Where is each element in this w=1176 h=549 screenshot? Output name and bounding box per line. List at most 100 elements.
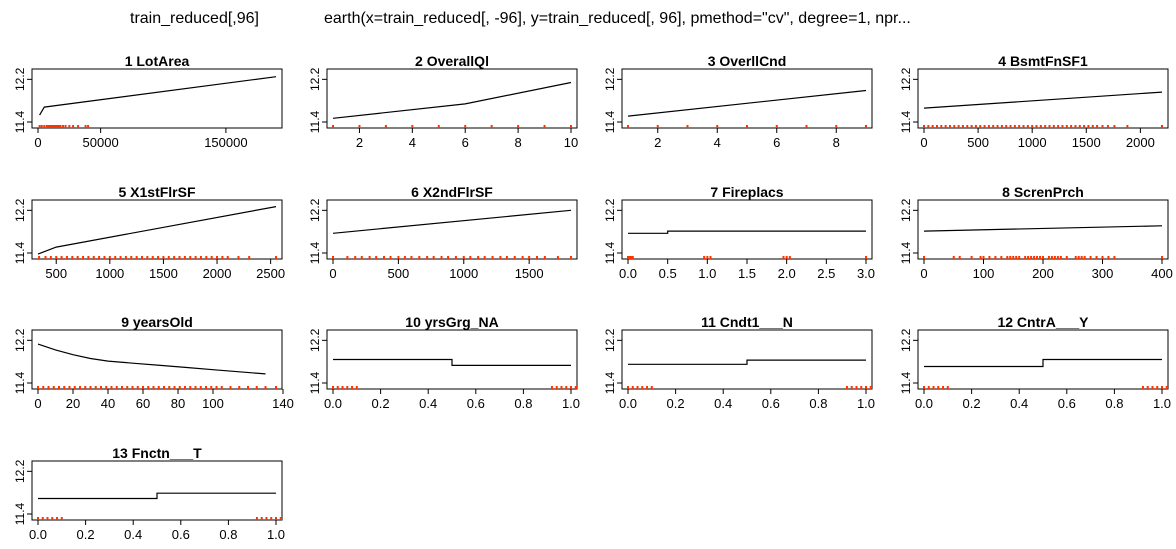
x-tick-label: 8 <box>833 135 840 150</box>
x-tick-label: 0.8 <box>219 527 237 542</box>
x-tick-label: 150000 <box>204 135 247 150</box>
x-tick-label: 8 <box>514 135 521 150</box>
x-tick-label: 0 <box>920 266 927 281</box>
x-tick-label: 300 <box>1092 266 1114 281</box>
response-line <box>923 91 1163 109</box>
plot-frame <box>917 199 1169 260</box>
panel-title: 13 Fnctn___T <box>112 445 202 461</box>
x-tick-label: 0.0 <box>915 396 933 411</box>
x-tick-label: 20 <box>66 396 80 411</box>
response-line <box>37 206 277 255</box>
y-tick-label: 12.2 <box>899 328 913 352</box>
x-tick-label: 0.4 <box>1010 396 1028 411</box>
x-tick-label: 1500 <box>515 266 544 281</box>
y-tick-label: 11.4 <box>603 110 617 133</box>
y-tick-label: 11.4 <box>13 371 27 394</box>
x-tick-label: 1000 <box>449 266 478 281</box>
panel-5: 5 X1stFlrSF 500 1000 1500 2000 2500 11.4 12.2 <box>13 184 285 281</box>
x-tick-label: 1500 <box>149 266 178 281</box>
x-tick-label: 50000 <box>83 135 119 150</box>
x-tick-label: 0.2 <box>77 527 95 542</box>
y-tick-label: 12.2 <box>603 328 617 352</box>
x-tick-label: 200 <box>1032 266 1054 281</box>
x-tick-label: 0.6 <box>467 396 485 411</box>
x-tick-label: 1.0 <box>267 527 285 542</box>
plot-frame <box>31 329 283 390</box>
plot-frame <box>31 199 283 260</box>
y-tick-label: 12.2 <box>603 198 617 222</box>
plot-frame <box>31 460 283 521</box>
y-tick-label: 11.4 <box>13 110 27 133</box>
x-tick-label: 2.5 <box>817 266 835 281</box>
panel-7: 7 Fireplacs 0.0 0.5 1.0 1.5 2.0 2.5 3.0 11.4 12.2 <box>603 184 875 281</box>
x-tick-label: 1.0 <box>698 266 716 281</box>
x-tick-label: 6 <box>773 135 780 150</box>
response-line <box>628 359 866 365</box>
panel-8: 8 ScrenPrch 0 100 200 300 400 11.4 12.2 <box>899 184 1173 281</box>
x-tick-label: 0.0 <box>619 396 637 411</box>
response-line <box>38 492 276 500</box>
panel-title: 6 X2ndFlrSF <box>411 184 493 200</box>
x-tick-label: 500 <box>45 266 67 281</box>
panel-title: 1 LotArea <box>125 53 190 69</box>
panel-title: 10 yrsGrg_NA <box>405 314 498 330</box>
x-tick-label: 0.6 <box>1058 396 1076 411</box>
panel-title: 5 X1stFlrSF <box>118 184 195 200</box>
response-line <box>333 358 571 366</box>
x-tick-label: 40 <box>101 396 115 411</box>
x-tick-label: 1.5 <box>738 266 756 281</box>
plot-frame <box>621 68 873 129</box>
x-tick-label: 1000 <box>1018 135 1047 150</box>
response-line <box>332 81 572 119</box>
panel-title: 3 OverllCnd <box>708 53 787 69</box>
panel-title: 2 OverallQl <box>415 53 489 69</box>
plot-frame <box>621 199 873 260</box>
x-tick-label: 0.4 <box>124 527 142 542</box>
x-tick-label: 2 <box>356 135 363 150</box>
y-tick-label: 11.4 <box>308 371 322 394</box>
response-line <box>923 225 1163 232</box>
plot-frame <box>31 68 283 129</box>
panel-4: 4 BsmtFnSF1 0 500 1000 1500 2000 11.4 12.2 <box>899 53 1169 150</box>
x-tick-label: 0.2 <box>963 396 981 411</box>
x-tick-label: 1500 <box>1072 135 1101 150</box>
response-line <box>628 230 866 234</box>
x-tick-label: 2500 <box>256 266 285 281</box>
y-tick-label: 11.4 <box>899 110 913 133</box>
x-tick-label: 2 <box>654 135 661 150</box>
response-line <box>37 343 266 375</box>
x-tick-label: 0.2 <box>372 396 390 411</box>
y-tick-label: 11.4 <box>13 502 27 525</box>
y-tick-label: 11.4 <box>603 371 617 394</box>
panel-9: 9 yearsOld 0 20 40 60 80 100 140 11.4 12.2 <box>13 314 294 411</box>
x-tick-label: 80 <box>171 396 185 411</box>
x-tick-label: 10 <box>564 135 578 150</box>
y-tick-label: 12.2 <box>308 328 322 352</box>
x-tick-label: 60 <box>136 396 150 411</box>
y-tick-label: 11.4 <box>899 241 913 264</box>
plot-frame <box>917 329 1169 390</box>
panel-6: 6 X2ndFlrSF 0 500 1000 1500 11.4 12.2 <box>308 184 578 281</box>
y-tick-label: 11.4 <box>899 371 913 394</box>
y-tick-label: 11.4 <box>308 110 322 133</box>
plot-frame <box>326 199 578 260</box>
panel-13: 13 Fnctn___T 0.0 0.2 0.4 0.6 0.8 1.0 11.4 12.2 <box>13 445 285 542</box>
plot-frame <box>917 68 1169 129</box>
panel-title: 11 Cndt1___N <box>701 314 793 330</box>
panel-11: 11 Cndt1___N 0.0 0.2 0.4 0.6 0.8 1.0 11.4 12.2 <box>603 314 875 411</box>
x-tick-label: 0.4 <box>714 396 732 411</box>
x-tick-label: 1.0 <box>857 396 875 411</box>
x-tick-label: 3.0 <box>857 266 875 281</box>
panel-title: 9 yearsOld <box>121 314 193 330</box>
y-tick-label: 11.4 <box>13 241 27 264</box>
x-tick-label: 0 <box>329 266 336 281</box>
x-tick-label: 1.0 <box>562 396 580 411</box>
panel-10: 10 yrsGrg_NA 0.0 0.2 0.4 0.6 0.8 1.0 11.4 12.2 <box>308 314 580 411</box>
panel-title: 4 BsmtFnSF1 <box>998 53 1088 69</box>
x-tick-label: 0.5 <box>659 266 677 281</box>
x-tick-label: 2.0 <box>778 266 796 281</box>
x-tick-label: 0 <box>34 135 41 150</box>
y-tick-label: 12.2 <box>13 67 27 91</box>
x-tick-label: 500 <box>388 266 410 281</box>
